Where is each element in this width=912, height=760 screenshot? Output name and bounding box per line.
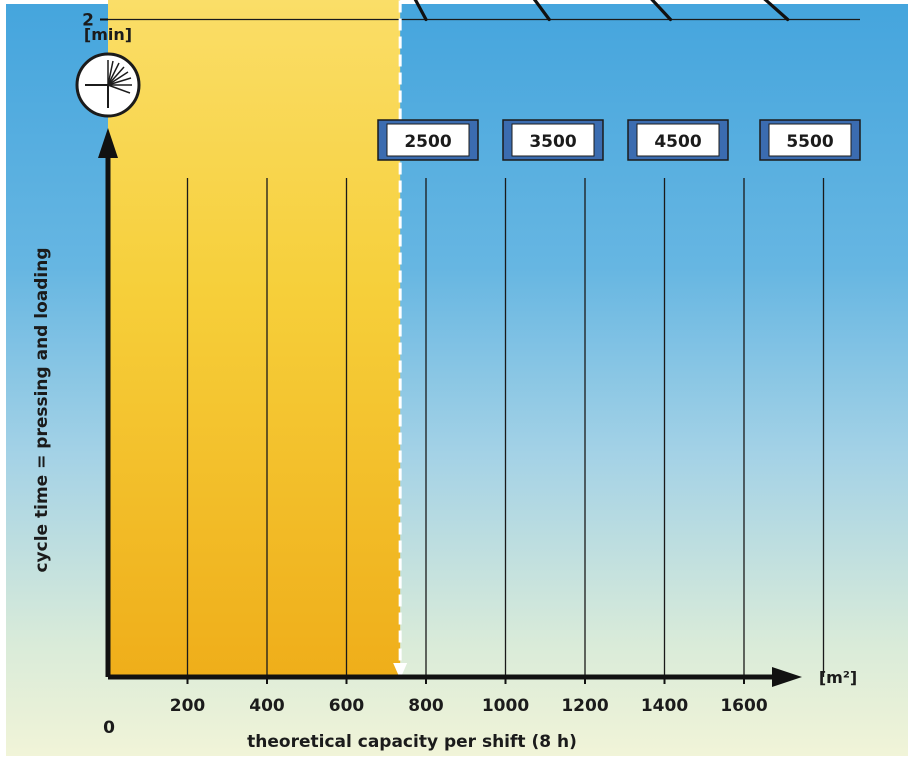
legend-label-box <box>768 123 852 157</box>
origin-label: 0 <box>103 718 115 738</box>
clock-icon <box>75 52 141 118</box>
legend-label: 2500 <box>404 132 451 152</box>
axes-layer <box>98 128 802 687</box>
y-axis-arrow <box>98 128 118 158</box>
legend-item-3500: 3500 <box>502 119 604 161</box>
highlight-layer <box>108 0 401 677</box>
series-layer <box>393 0 790 679</box>
x-tick-label: 1200 <box>561 696 608 716</box>
grid-layer <box>108 18 860 677</box>
legend-label-box <box>511 123 595 157</box>
x-tick-label: 1400 <box>641 696 688 716</box>
x-tick-label: 1600 <box>720 696 767 716</box>
legend-label: 3500 <box>529 132 576 152</box>
x-tick-label: 400 <box>249 696 285 716</box>
x-tick-label: 1000 <box>482 696 529 716</box>
x-tick-label: 800 <box>408 696 444 716</box>
legend-item-5500: 5500 <box>759 119 861 161</box>
x-axis-arrow <box>772 667 802 687</box>
highlight-area <box>108 0 401 677</box>
legend-label-box <box>386 123 470 157</box>
legend-item-2500: 2500 <box>377 119 479 161</box>
ticks-layer: 20040060080010001200140016002456812 <box>82 11 768 717</box>
x-tick-label: 200 <box>170 696 206 716</box>
legend-item-4500: 4500 <box>627 119 729 161</box>
y-axis-title: cycle time = pressing and loading <box>32 247 52 572</box>
legend-label: 5500 <box>786 132 833 152</box>
highlight-arrowhead <box>393 663 408 679</box>
y-unit-label: [min] <box>84 25 132 44</box>
x-unit-label: [m²] <box>819 668 857 687</box>
x-axis-title: theoretical capacity per shift (8 h) <box>247 732 577 752</box>
legend-layer: 2500 3500 4500 5500 <box>377 119 861 161</box>
legend-label-box <box>636 123 720 157</box>
legend-label: 4500 <box>654 132 701 152</box>
x-tick-label: 600 <box>329 696 365 716</box>
y-tick-label: 2 <box>82 11 94 31</box>
